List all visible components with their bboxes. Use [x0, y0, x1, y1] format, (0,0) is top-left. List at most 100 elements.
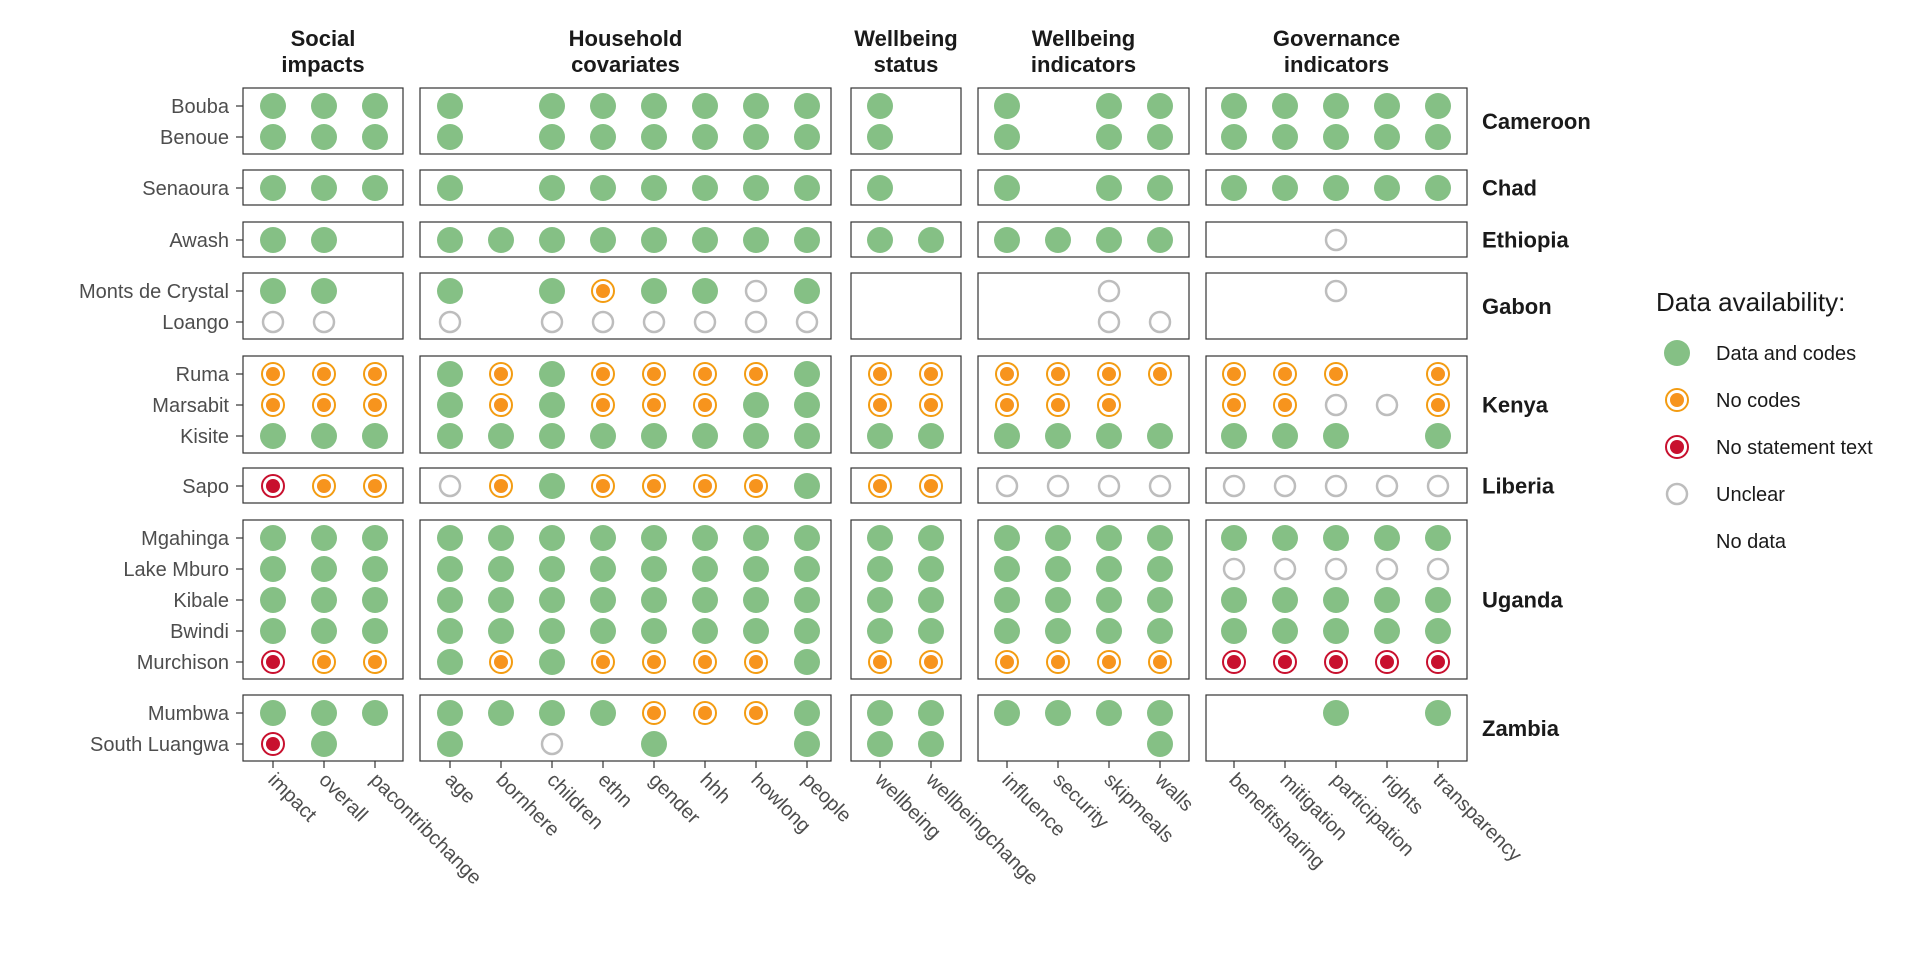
- mark-senaoura-ethn-dot: [590, 175, 616, 201]
- row-label-benoue: Benoue: [160, 127, 229, 149]
- mark-mumbwa-impact-dot: [260, 700, 286, 726]
- mark-mumbwa-bornhere: [488, 700, 514, 726]
- mark-senaoura-howlong: [743, 175, 769, 201]
- mark-marsabit-transparency-dot: [1431, 398, 1445, 412]
- mark-bouba-children-dot: [539, 93, 565, 119]
- mark-benoue-mitigation-dot: [1272, 124, 1298, 150]
- mark-sapo-pacontribchange-dot: [368, 479, 382, 493]
- mark-sapo-children-dot: [539, 473, 565, 499]
- mark-bouba-ethn-dot: [590, 93, 616, 119]
- mark-awash-bornhere: [488, 227, 514, 253]
- mark-lake-mburo-age-dot: [437, 556, 463, 582]
- mark-benoue-impact-dot: [260, 124, 286, 150]
- mark-kisite-skipmeals: [1096, 423, 1122, 449]
- mark-awash-security-dot: [1045, 227, 1071, 253]
- mark-bwindi-transparency-dot: [1425, 618, 1451, 644]
- mark-mgahinga-hhh-dot: [692, 525, 718, 551]
- mark-sapo-age: [438, 474, 462, 498]
- mark-kibale-pacontribchange-dot: [362, 587, 388, 613]
- mark-ruma-wellbeing-dot: [873, 367, 887, 381]
- mark-bwindi-mitigation: [1272, 618, 1298, 644]
- mark-kisite-walls-dot: [1147, 423, 1173, 449]
- mark-ruma-overall-dot: [317, 367, 331, 381]
- mark-loango-howlong: [744, 310, 768, 334]
- mark-kibale-bornhere-dot: [488, 587, 514, 613]
- mark-lake-mburo-gender: [641, 556, 667, 582]
- mark-kibale-transparency: [1425, 587, 1451, 613]
- mark-awash-wellbeingchange-dot: [918, 227, 944, 253]
- mark-bwindi-rights: [1374, 618, 1400, 644]
- mark-kisite-ethn-dot: [590, 423, 616, 449]
- mark-bwindi-ethn-dot: [590, 618, 616, 644]
- mark-awash-hhh: [692, 227, 718, 253]
- facet-title-social-impacts-line-1: Social: [291, 26, 356, 51]
- mark-mgahinga-overall-dot: [311, 525, 337, 551]
- mark-benoue-benefitsharing: [1221, 124, 1247, 150]
- mark-mgahinga-skipmeals: [1096, 525, 1122, 551]
- mark-south-luangwa-wellbeing-dot: [867, 731, 893, 757]
- mark-monts-de-crystal-ethn-dot: [596, 284, 610, 298]
- mark-mgahinga-transparency-dot: [1425, 525, 1451, 551]
- mark-bwindi-walls-dot: [1147, 618, 1173, 644]
- mark-benoue-overall: [311, 124, 337, 150]
- col-label-gender: gender: [644, 769, 704, 829]
- mark-bouba-walls: [1147, 93, 1173, 119]
- mark-kisite-gender: [641, 423, 667, 449]
- mark-ruma-skipmeals: [1097, 362, 1121, 386]
- mark-ruma-transparency-dot: [1431, 367, 1445, 381]
- mark-loango-age: [438, 310, 462, 334]
- mark-sapo-wellbeing-dot: [873, 479, 887, 493]
- mark-lake-mburo-benefitsharing: [1222, 557, 1246, 581]
- row-label-senaoura: Senaoura: [142, 178, 230, 200]
- mark-kibale-security-dot: [1045, 587, 1071, 613]
- mark-mgahinga-children-dot: [539, 525, 565, 551]
- mark-lake-mburo-skipmeals: [1096, 556, 1122, 582]
- mark-benoue-people-dot: [794, 124, 820, 150]
- mark-mumbwa-skipmeals: [1096, 700, 1122, 726]
- mark-murchison-gender: [642, 650, 666, 674]
- mark-mumbwa-hhh: [693, 701, 717, 725]
- mark-ruma-overall: [312, 362, 336, 386]
- mark-sapo-benefitsharing-ring: [1222, 474, 1246, 498]
- mark-ruma-security: [1046, 362, 1070, 386]
- mark-ruma-participation-dot: [1329, 367, 1343, 381]
- mark-bouba-howlong: [743, 93, 769, 119]
- mark-sapo-transparency-ring: [1426, 474, 1450, 498]
- mark-benoue-benefitsharing-dot: [1221, 124, 1247, 150]
- mark-sapo-impact-dot: [266, 479, 280, 493]
- mark-awash-wellbeing-dot: [867, 227, 893, 253]
- mark-bouba-impact-dot: [260, 93, 286, 119]
- mark-marsabit-pacontribchange-dot: [368, 398, 382, 412]
- mark-murchison-hhh: [693, 650, 717, 674]
- row-label-lake-mburo: Lake Mburo: [123, 559, 229, 581]
- mark-monts-de-crystal-impact-dot: [260, 278, 286, 304]
- mark-benoue-howlong-dot: [743, 124, 769, 150]
- mark-lake-mburo-wellbeing-dot: [867, 556, 893, 582]
- mark-loango-overall: [312, 310, 336, 334]
- legend-label-unclear: Unclear: [1716, 484, 1785, 506]
- mark-kibale-mitigation-dot: [1272, 587, 1298, 613]
- legend-key-data: [1664, 340, 1690, 366]
- mark-sapo-bornhere-dot: [494, 479, 508, 493]
- mark-loango-howlong-ring: [744, 310, 768, 334]
- facet-title-wellbeing-status-line-2: status: [874, 52, 939, 77]
- mark-murchison-gender-dot: [647, 655, 661, 669]
- mark-marsabit-transparency: [1426, 393, 1450, 417]
- mark-marsabit-security-dot: [1051, 398, 1065, 412]
- mark-awash-people: [794, 227, 820, 253]
- mark-kisite-overall-dot: [311, 423, 337, 449]
- mark-murchison-people-dot: [794, 649, 820, 675]
- mark-awash-howlong-dot: [743, 227, 769, 253]
- mark-sapo-security: [1046, 474, 1070, 498]
- row-label-south-luangwa: South Luangwa: [90, 734, 230, 756]
- mark-senaoura-benefitsharing-dot: [1221, 175, 1247, 201]
- row-label-mgahinga: Mgahinga: [141, 528, 230, 550]
- mark-murchison-wellbeingchange: [919, 650, 943, 674]
- mark-murchison-ethn-dot: [596, 655, 610, 669]
- mark-loango-ethn-ring: [591, 310, 615, 334]
- mark-monts-de-crystal-people-dot: [794, 278, 820, 304]
- mark-mgahinga-benefitsharing-dot: [1221, 525, 1247, 551]
- mark-bouba-people: [794, 93, 820, 119]
- mark-murchison-bornhere-dot: [494, 655, 508, 669]
- mark-marsabit-rights: [1375, 393, 1399, 417]
